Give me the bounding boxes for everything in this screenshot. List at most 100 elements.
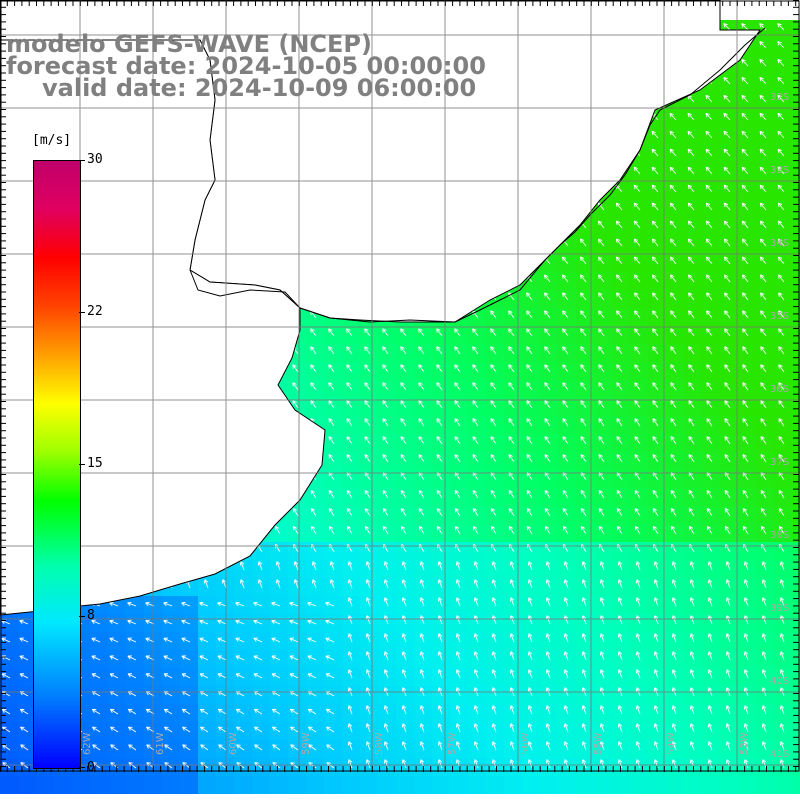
wind-cell <box>792 272 800 290</box>
wind-arrow <box>400 489 407 499</box>
wind-arrow <box>743 741 749 751</box>
wind-arrow <box>307 601 317 607</box>
wind-arrow <box>760 346 767 355</box>
latitude-label: 35S <box>770 311 789 322</box>
wind-cell <box>702 722 720 740</box>
wind-cell <box>558 578 576 596</box>
wind-arrow <box>652 507 659 517</box>
wind-arrow <box>778 274 785 283</box>
wind-arrow <box>652 310 659 319</box>
wind-arrow <box>742 436 749 445</box>
wind-arrow <box>473 597 479 607</box>
wind-arrow <box>455 633 461 643</box>
wind-arrow <box>419 597 425 607</box>
wind-arrow <box>741 59 749 67</box>
wind-cell <box>504 776 522 794</box>
wind-cell <box>738 668 756 686</box>
wind-cell <box>522 668 540 686</box>
wind-arrow <box>365 723 371 733</box>
wind-cell <box>360 740 378 758</box>
wind-cell <box>648 686 666 704</box>
wind-arrow <box>778 400 785 409</box>
wind-arrow <box>759 76 767 85</box>
wind-cell <box>774 614 792 632</box>
wind-cell <box>432 758 450 776</box>
wind-arrow <box>705 184 713 193</box>
wind-arrow <box>508 364 515 373</box>
latitude-label: 36S <box>770 384 789 395</box>
wind-cell <box>540 686 558 704</box>
wind-arrow <box>706 400 713 409</box>
wind-arrow <box>1 637 11 643</box>
wind-arrow <box>615 220 623 229</box>
wind-arrow <box>688 418 695 427</box>
wind-cell <box>684 632 702 650</box>
wind-cell <box>234 578 252 596</box>
wind-cell <box>648 578 666 596</box>
wind-arrow <box>401 669 407 679</box>
wind-cell <box>684 776 702 794</box>
wind-arrow <box>617 633 623 643</box>
wind-cell <box>414 740 432 758</box>
wind-arrow <box>652 382 659 391</box>
wind-arrow <box>615 256 623 265</box>
wind-arrow <box>653 669 659 679</box>
colorbar-tick-mark <box>79 312 85 313</box>
wind-cell <box>414 560 432 578</box>
wind-arrow <box>491 669 497 679</box>
wind-arrow <box>562 489 569 499</box>
wind-cell <box>468 740 486 758</box>
wind-arrow <box>670 310 677 319</box>
wind-arrow <box>706 418 713 427</box>
wind-arrow <box>706 436 713 445</box>
wind-arrow <box>598 382 605 391</box>
wind-arrow <box>598 292 605 301</box>
valid-date: valid date: 2024-10-09 06:00:00 <box>42 74 477 102</box>
wind-arrow <box>599 651 605 661</box>
wind-arrow <box>491 705 497 715</box>
wind-arrow <box>419 741 425 751</box>
wind-arrow <box>779 597 785 607</box>
wind-arrow <box>635 705 641 715</box>
wind-cell <box>576 650 594 668</box>
wind-arrow <box>127 619 137 625</box>
wind-arrow <box>418 436 425 445</box>
wind-arrow <box>509 669 515 679</box>
wind-cell <box>630 704 648 722</box>
wind-arrow <box>562 328 569 337</box>
wind-arrow <box>635 633 641 643</box>
wind-arrow <box>545 705 551 715</box>
wind-cell <box>486 560 504 578</box>
wind-cell <box>162 632 180 650</box>
wind-arrow <box>491 723 497 733</box>
wind-cell <box>684 704 702 722</box>
wind-arrow <box>292 400 299 409</box>
wind-arrow <box>742 364 749 373</box>
wind-arrow <box>688 346 695 355</box>
wind-arrow <box>310 382 317 391</box>
wind-arrow <box>401 597 407 607</box>
wind-arrow <box>687 220 695 229</box>
wind-cell <box>288 776 306 794</box>
wind-arrow <box>310 400 317 409</box>
wind-arrow <box>689 723 695 733</box>
wind-arrow <box>742 310 749 319</box>
wind-arrow <box>743 633 749 643</box>
wind-arrow <box>580 328 587 337</box>
wind-arrow <box>181 637 191 643</box>
wind-arrow <box>328 436 335 445</box>
wind-arrow <box>778 489 785 499</box>
wind-arrow <box>347 705 353 715</box>
wind-arrow <box>401 579 407 589</box>
wind-cell <box>774 578 792 596</box>
wind-cell <box>792 722 800 740</box>
wind-cell <box>486 668 504 686</box>
wind-arrow <box>526 436 533 445</box>
wind-arrow <box>761 741 767 751</box>
wind-arrow <box>454 436 461 445</box>
wind-arrow <box>670 292 677 301</box>
wind-arrow <box>563 579 569 589</box>
wind-arrow <box>307 619 317 625</box>
wind-arrow <box>328 489 335 499</box>
wind-arrow <box>761 759 767 769</box>
